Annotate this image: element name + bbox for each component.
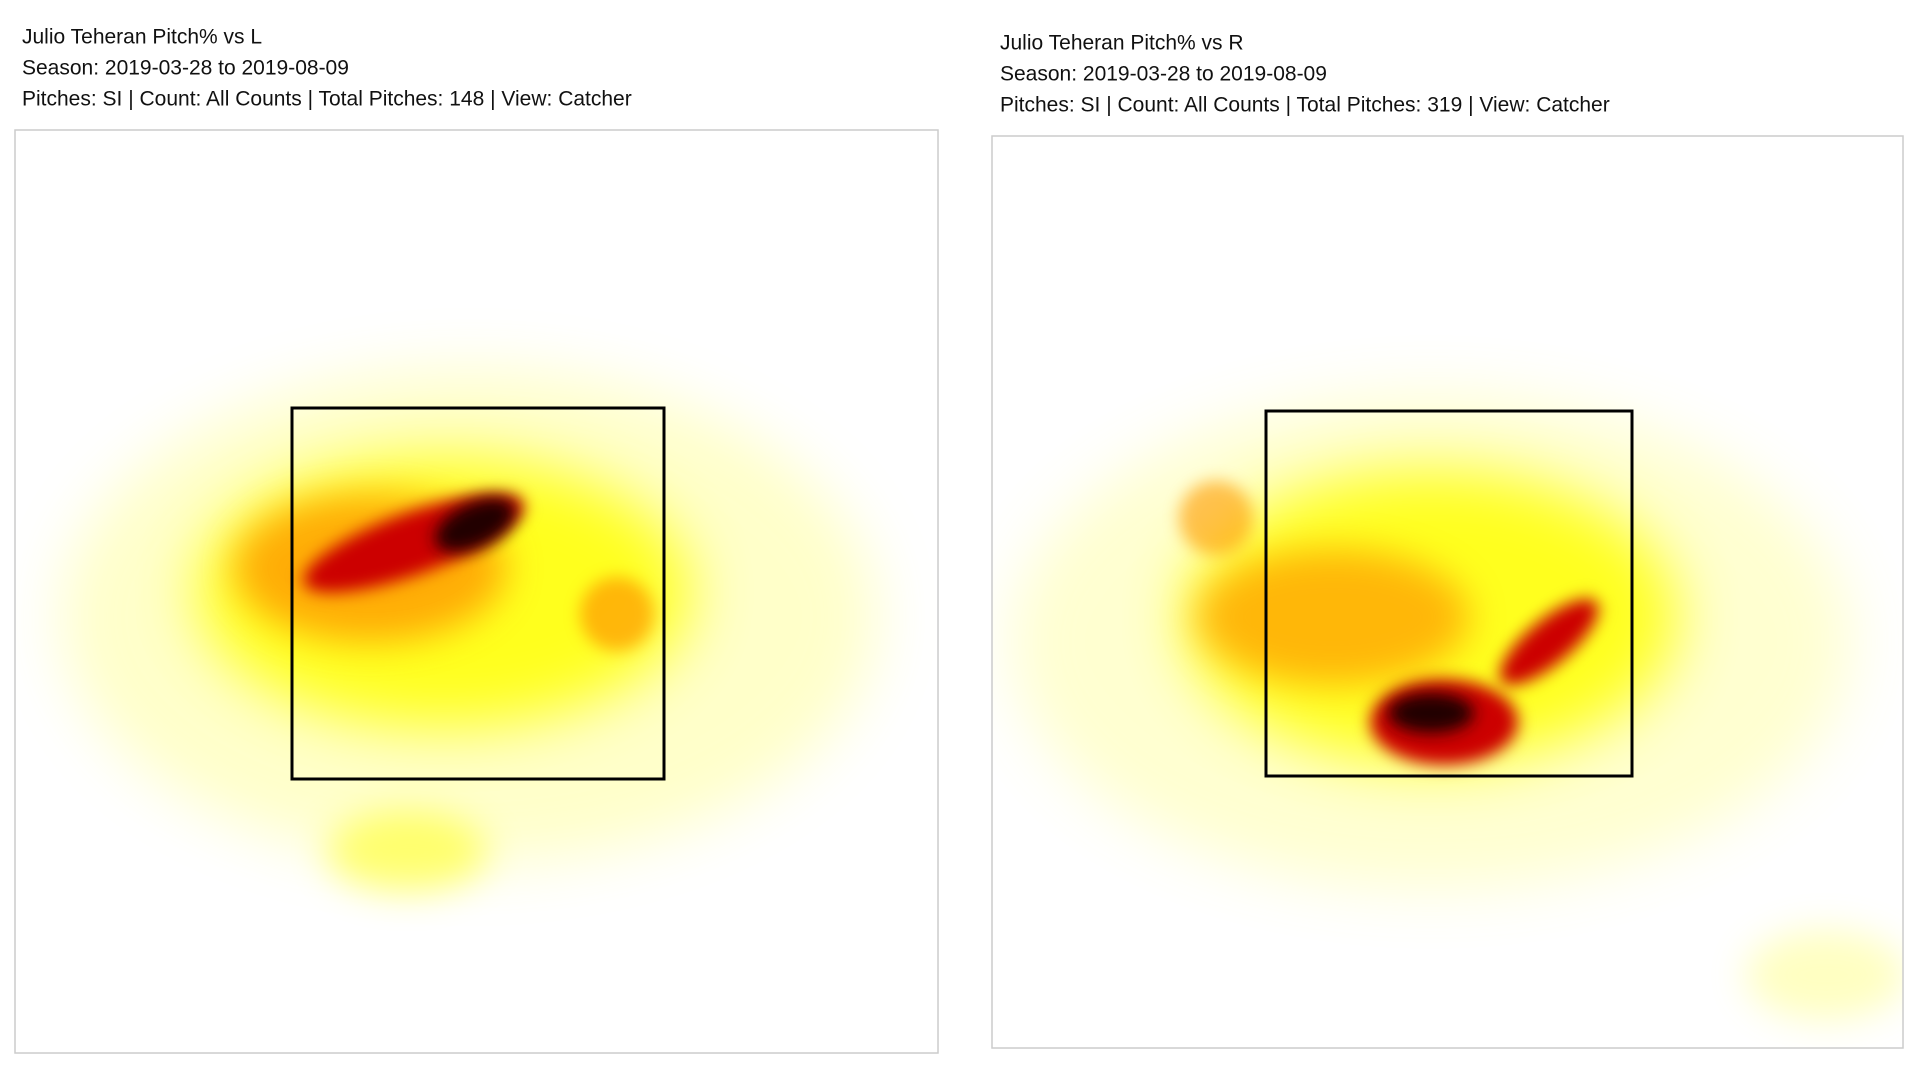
chart-subtitle: Season: 2019-03-28 to 2019-08-09	[1000, 63, 1327, 86]
chart-subtitle: Season: 2019-03-28 to 2019-08-09	[22, 57, 349, 80]
strike-zone	[1264, 409, 1634, 778]
heat-blob	[1179, 481, 1253, 555]
strike-zone	[290, 406, 666, 781]
heat-blob	[434, 498, 516, 552]
heat	[1011, 395, 1903, 1020]
heat-blob	[1197, 549, 1469, 685]
panel	[991, 135, 1904, 1049]
chart-subtitle: Pitches: SI | Count: All Counts | Total …	[1000, 94, 1610, 117]
heat-blob	[1746, 930, 1903, 1020]
heat-blob	[327, 812, 487, 892]
chart-subtitle: Pitches: SI | Count: All Counts | Total …	[22, 88, 632, 111]
chart-title: Julio Teheran Pitch% vs L	[22, 26, 262, 49]
plot-frame	[14, 129, 939, 1054]
heat-blob	[1388, 693, 1474, 733]
chart-title: Julio Teheran Pitch% vs R	[1000, 32, 1244, 55]
heat-blob	[1499, 598, 1599, 686]
panel	[14, 129, 939, 1054]
plot-frame	[991, 135, 1904, 1049]
heat	[62, 370, 876, 892]
heat-blob	[580, 577, 654, 651]
